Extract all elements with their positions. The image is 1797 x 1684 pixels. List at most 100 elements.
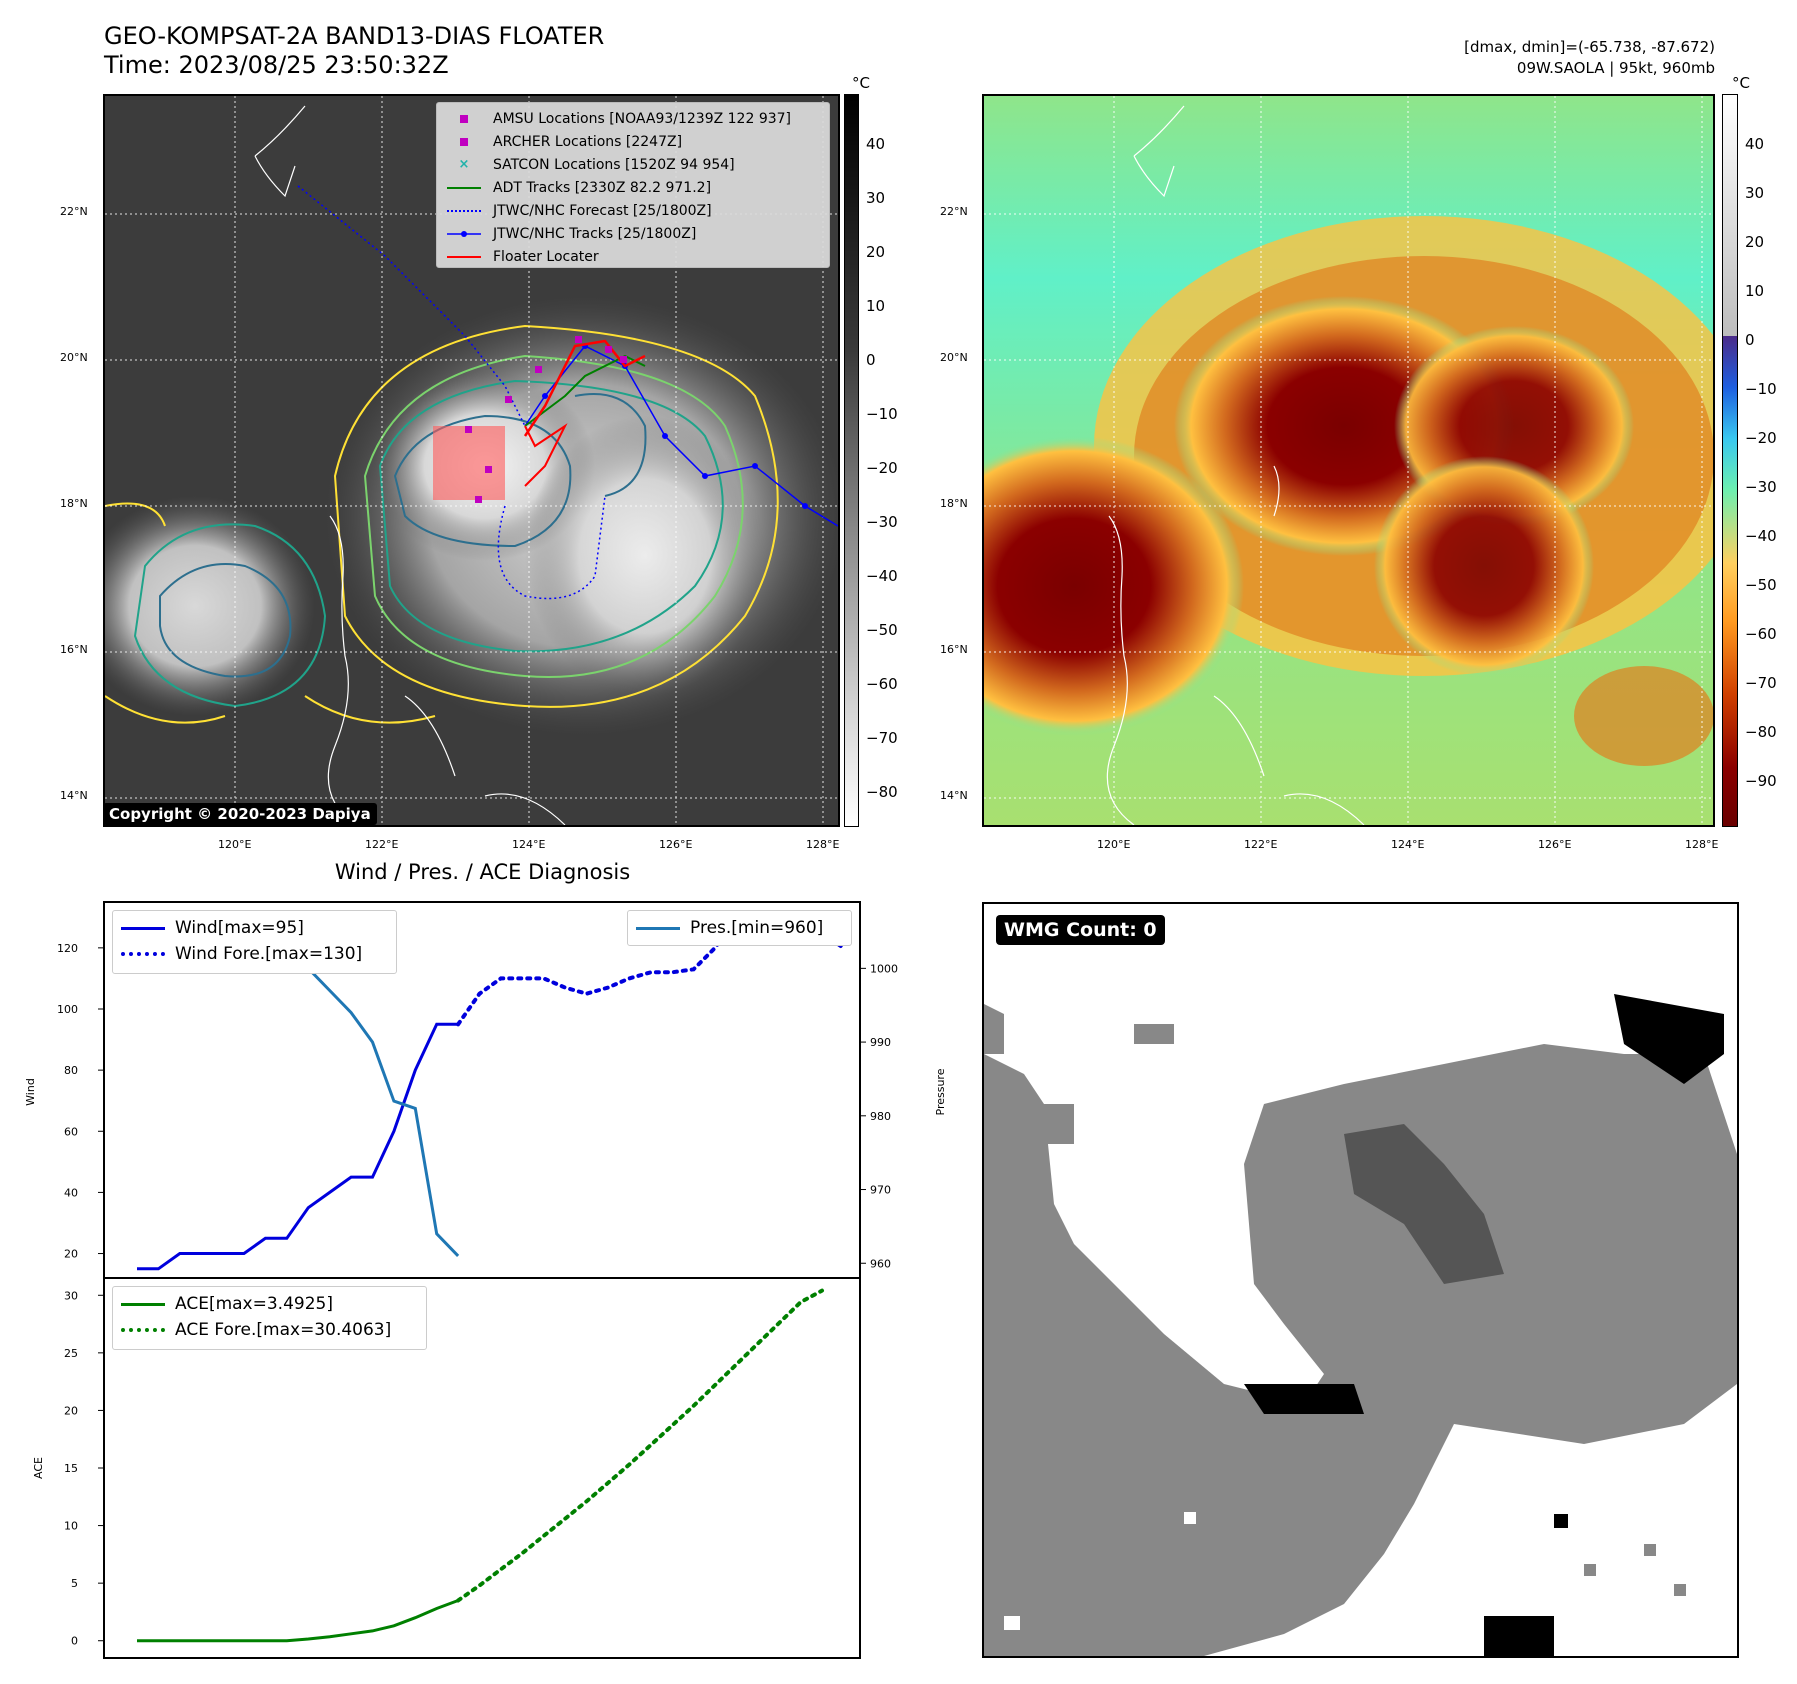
right-cb-tick: −30 bbox=[1745, 478, 1777, 496]
lat-label-22n: 22°N bbox=[60, 205, 88, 218]
diagnosis-title: Wind / Pres. / ACE Diagnosis bbox=[334, 860, 631, 884]
wmg-graphic bbox=[984, 994, 1737, 1656]
legend-wind-forecast: Wind Fore.[max=130] bbox=[121, 941, 388, 967]
lon-label-128e-r: 128°E bbox=[1685, 838, 1719, 851]
lon-label-126e: 126°E bbox=[659, 838, 693, 851]
right-cb-tick: 0 bbox=[1745, 331, 1755, 349]
legend-pressure: Pres.[min=960] bbox=[636, 915, 843, 941]
ace-tick-label: 25 bbox=[64, 1347, 78, 1360]
pressure-tick-label: 990 bbox=[870, 1036, 891, 1049]
lon-label-128e: 128°E bbox=[806, 838, 840, 851]
wind-tick-label: 60 bbox=[64, 1125, 78, 1138]
lon-label-122e: 122°E bbox=[365, 838, 399, 851]
wind-tick-label: 120 bbox=[57, 942, 78, 955]
lat-label-22n-r: 22°N bbox=[940, 205, 968, 218]
ace-legend: ACE[max=3.4925] ACE Fore.[max=30.4063] bbox=[112, 1286, 427, 1350]
right-cb-tick: −70 bbox=[1745, 674, 1777, 692]
legend-wind: Wind[max=95] bbox=[121, 915, 388, 941]
lon-label-122e-r: 122°E bbox=[1244, 838, 1278, 851]
left-colorbar bbox=[844, 94, 859, 827]
ace-tick-label: 0 bbox=[71, 1635, 78, 1648]
ace-tick-label: 15 bbox=[64, 1462, 78, 1475]
left-colorbar-unit: °C bbox=[852, 74, 870, 92]
wind-tick-label: 100 bbox=[57, 1003, 78, 1016]
wind-legend: Wind[max=95] Wind Fore.[max=130] bbox=[112, 910, 397, 974]
legend-ace: ACE[max=3.4925] bbox=[121, 1291, 418, 1317]
ace-tick-label: 30 bbox=[64, 1289, 78, 1302]
lat-label-14n-r: 14°N bbox=[940, 789, 968, 802]
right-cb-tick: −40 bbox=[1745, 527, 1777, 545]
wind-tick-label: 80 bbox=[64, 1064, 78, 1077]
ace-tick-label: 20 bbox=[64, 1404, 78, 1417]
lat-label-14n: 14°N bbox=[60, 789, 88, 802]
pressure-tick-label: 980 bbox=[870, 1110, 891, 1123]
left-cb-tick: 0 bbox=[866, 351, 876, 369]
wmg-panel bbox=[982, 902, 1739, 1658]
pressure-tick-label: 970 bbox=[870, 1184, 891, 1197]
lat-label-16n: 16°N bbox=[60, 643, 88, 656]
enhanced-map-graphic bbox=[984, 96, 1713, 825]
copyright-badge: Copyright © 2020-2023 Dapiya bbox=[103, 803, 377, 825]
legend-item-jtwc-forecast: JTWC/NHC Forecast [25/1800Z] bbox=[445, 199, 821, 222]
legend-item-floater: Floater Locater bbox=[445, 245, 821, 268]
pressure-axis-label: Pressure bbox=[934, 1068, 947, 1115]
left-cb-tick: 30 bbox=[866, 189, 886, 207]
left-cb-tick: 40 bbox=[866, 135, 886, 153]
left-cb-tick: 10 bbox=[866, 297, 886, 315]
left-cb-tick: −20 bbox=[866, 459, 898, 477]
ace-tick-label: 10 bbox=[64, 1520, 78, 1533]
pressure-legend: Pres.[min=960] bbox=[627, 910, 852, 946]
left-cb-tick: −60 bbox=[866, 675, 898, 693]
left-cb-tick: −80 bbox=[866, 783, 898, 801]
right-cb-tick: −80 bbox=[1745, 723, 1777, 741]
lat-label-20n: 20°N bbox=[60, 351, 88, 364]
lon-label-120e: 120°E bbox=[218, 838, 252, 851]
legend-ace-forecast: ACE Fore.[max=30.4063] bbox=[121, 1317, 418, 1343]
wind-line bbox=[137, 1022, 459, 1271]
lon-label-126e-r: 126°E bbox=[1538, 838, 1572, 851]
right-cb-tick: 20 bbox=[1745, 233, 1765, 251]
lon-label-124e: 124°E bbox=[512, 838, 546, 851]
left-cb-tick: −30 bbox=[866, 513, 898, 531]
enhanced-map-panel bbox=[982, 94, 1715, 827]
legend-item-jtwc-tracks: JTWC/NHC Tracks [25/1800Z] bbox=[445, 222, 821, 245]
right-cb-tick: 40 bbox=[1745, 135, 1765, 153]
right-colorbar bbox=[1722, 94, 1738, 827]
dmax-dmin-readout: [dmax, dmin]=(-65.738, -87.672) bbox=[1464, 38, 1715, 56]
figure-time: Time: 2023/08/25 23:50:32Z bbox=[104, 51, 449, 79]
lat-label-18n: 18°N bbox=[60, 497, 88, 510]
ace-forecast-line bbox=[456, 1288, 824, 1603]
right-colorbar-unit: °C bbox=[1732, 74, 1750, 92]
pressure-tick-label: 1000 bbox=[870, 962, 898, 975]
lat-label-16n-r: 16°N bbox=[940, 643, 968, 656]
wind-tick-label: 20 bbox=[64, 1248, 78, 1261]
right-cb-tick: −10 bbox=[1745, 380, 1777, 398]
left-cb-tick: −40 bbox=[866, 567, 898, 585]
wmg-count-badge: WMG Count: 0 bbox=[996, 915, 1165, 945]
legend-item-amsu: AMSU Locations [NOAA93/1239Z 122 937] bbox=[445, 107, 821, 130]
right-cb-tick: −20 bbox=[1745, 429, 1777, 447]
wind-tick-label: 40 bbox=[64, 1186, 78, 1199]
ace-axis-ticks: 0 5 10 15 20 25 30 bbox=[64, 1289, 104, 1648]
right-cb-tick: 30 bbox=[1745, 184, 1765, 202]
legend-item-adt: ADT Tracks [2330Z 82.2 971.2] bbox=[445, 176, 821, 199]
left-cb-tick: −50 bbox=[866, 621, 898, 639]
track-legend: AMSU Locations [NOAA93/1239Z 122 937] AR… bbox=[436, 102, 830, 268]
legend-item-satcon: × SATCON Locations [1520Z 94 954] bbox=[458, 156, 735, 173]
right-cb-tick: 10 bbox=[1745, 282, 1765, 300]
pressure-axis-ticks: 960 970 980 990 1000 bbox=[860, 962, 898, 1270]
left-cb-tick: −10 bbox=[866, 405, 898, 423]
figure-title: GEO-KOMPSAT-2A BAND13-DIAS FLOATER bbox=[104, 22, 605, 50]
right-cb-tick: −50 bbox=[1745, 576, 1777, 594]
wind-axis-ticks: 20 40 60 80 100 120 bbox=[57, 942, 104, 1261]
wind-axis-label: Wind bbox=[24, 1078, 37, 1106]
ace-series bbox=[137, 1288, 824, 1643]
right-cb-tick: −60 bbox=[1745, 625, 1777, 643]
storm-info: 09W.SAOLA | 95kt, 960mb bbox=[1516, 59, 1715, 77]
right-cb-tick: −90 bbox=[1745, 772, 1777, 790]
ace-axis-label: ACE bbox=[32, 1457, 45, 1479]
legend-item-archer: ARCHER Locations [2247Z] bbox=[445, 130, 821, 153]
ace-tick-label: 5 bbox=[71, 1577, 78, 1590]
left-cb-tick: 20 bbox=[866, 243, 886, 261]
diagnosis-chart: 20 40 60 80 100 120 960 970 980 990 1000 0 5 10 15 20… bbox=[24, 901, 947, 1659]
